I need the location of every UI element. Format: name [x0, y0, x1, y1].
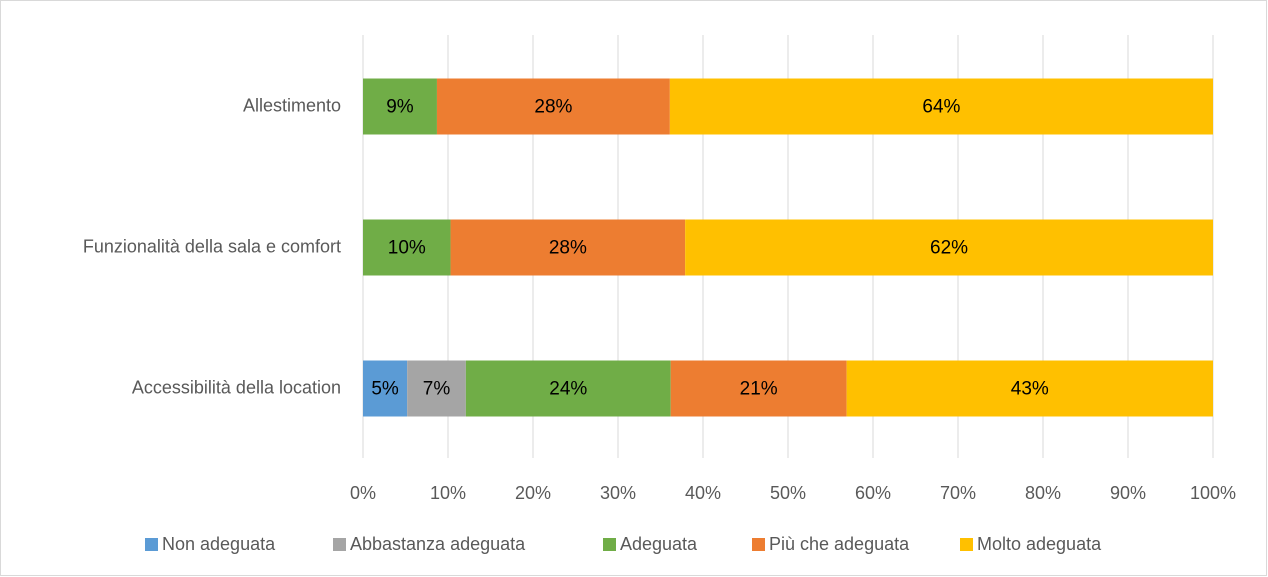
legend-label: Non adeguata: [162, 534, 276, 554]
data-label: 24%: [549, 379, 587, 400]
data-label: 43%: [1011, 379, 1049, 400]
x-tick-label: 90%: [1110, 483, 1146, 503]
data-label: 9%: [386, 97, 414, 118]
bar-segment: [465, 360, 671, 417]
bar-segment: [407, 360, 466, 417]
bar-segment: [436, 78, 670, 135]
data-label: 5%: [371, 379, 399, 400]
data-label: 21%: [740, 379, 778, 400]
x-tick-label: 70%: [940, 483, 976, 503]
data-label: 28%: [549, 238, 587, 259]
y-tick-label: Funzionalità della sala e comfort: [83, 236, 341, 256]
bar-segment: [670, 360, 847, 417]
x-tick-label: 50%: [770, 483, 806, 503]
x-tick-label: 0%: [350, 483, 376, 503]
x-tick-label: 10%: [430, 483, 466, 503]
bar-segment: [846, 360, 1213, 417]
legend-label: Abbastanza adeguata: [350, 534, 526, 554]
data-label: 28%: [534, 97, 572, 118]
y-tick-label: Allestimento: [243, 95, 341, 115]
data-label: 64%: [922, 97, 960, 118]
bar-segment: [669, 78, 1213, 135]
bar-segment: [363, 219, 451, 276]
bar-segment: [450, 219, 686, 276]
x-tick-label: 40%: [685, 483, 721, 503]
legend-label: Molto adeguata: [977, 534, 1102, 554]
bar-segment: [363, 360, 408, 417]
x-tick-label: 20%: [515, 483, 551, 503]
data-label: 10%: [388, 238, 426, 259]
legend-swatch: [145, 538, 158, 551]
legend-swatch: [960, 538, 973, 551]
legend-label: Più che adeguata: [769, 534, 910, 554]
legend-swatch: [752, 538, 765, 551]
legend-swatch: [333, 538, 346, 551]
data-label: 7%: [423, 379, 451, 400]
x-tick-label: 30%: [600, 483, 636, 503]
x-tick-label: 80%: [1025, 483, 1061, 503]
data-label: 62%: [930, 238, 968, 259]
legend-swatch: [603, 538, 616, 551]
bar-segment: [685, 219, 1213, 276]
x-tick-label: 100%: [1190, 483, 1236, 503]
bar-segment: [363, 78, 437, 135]
y-tick-label: Accessibilità della location: [132, 377, 341, 397]
x-tick-label: 60%: [855, 483, 891, 503]
legend-label: Adeguata: [620, 534, 698, 554]
